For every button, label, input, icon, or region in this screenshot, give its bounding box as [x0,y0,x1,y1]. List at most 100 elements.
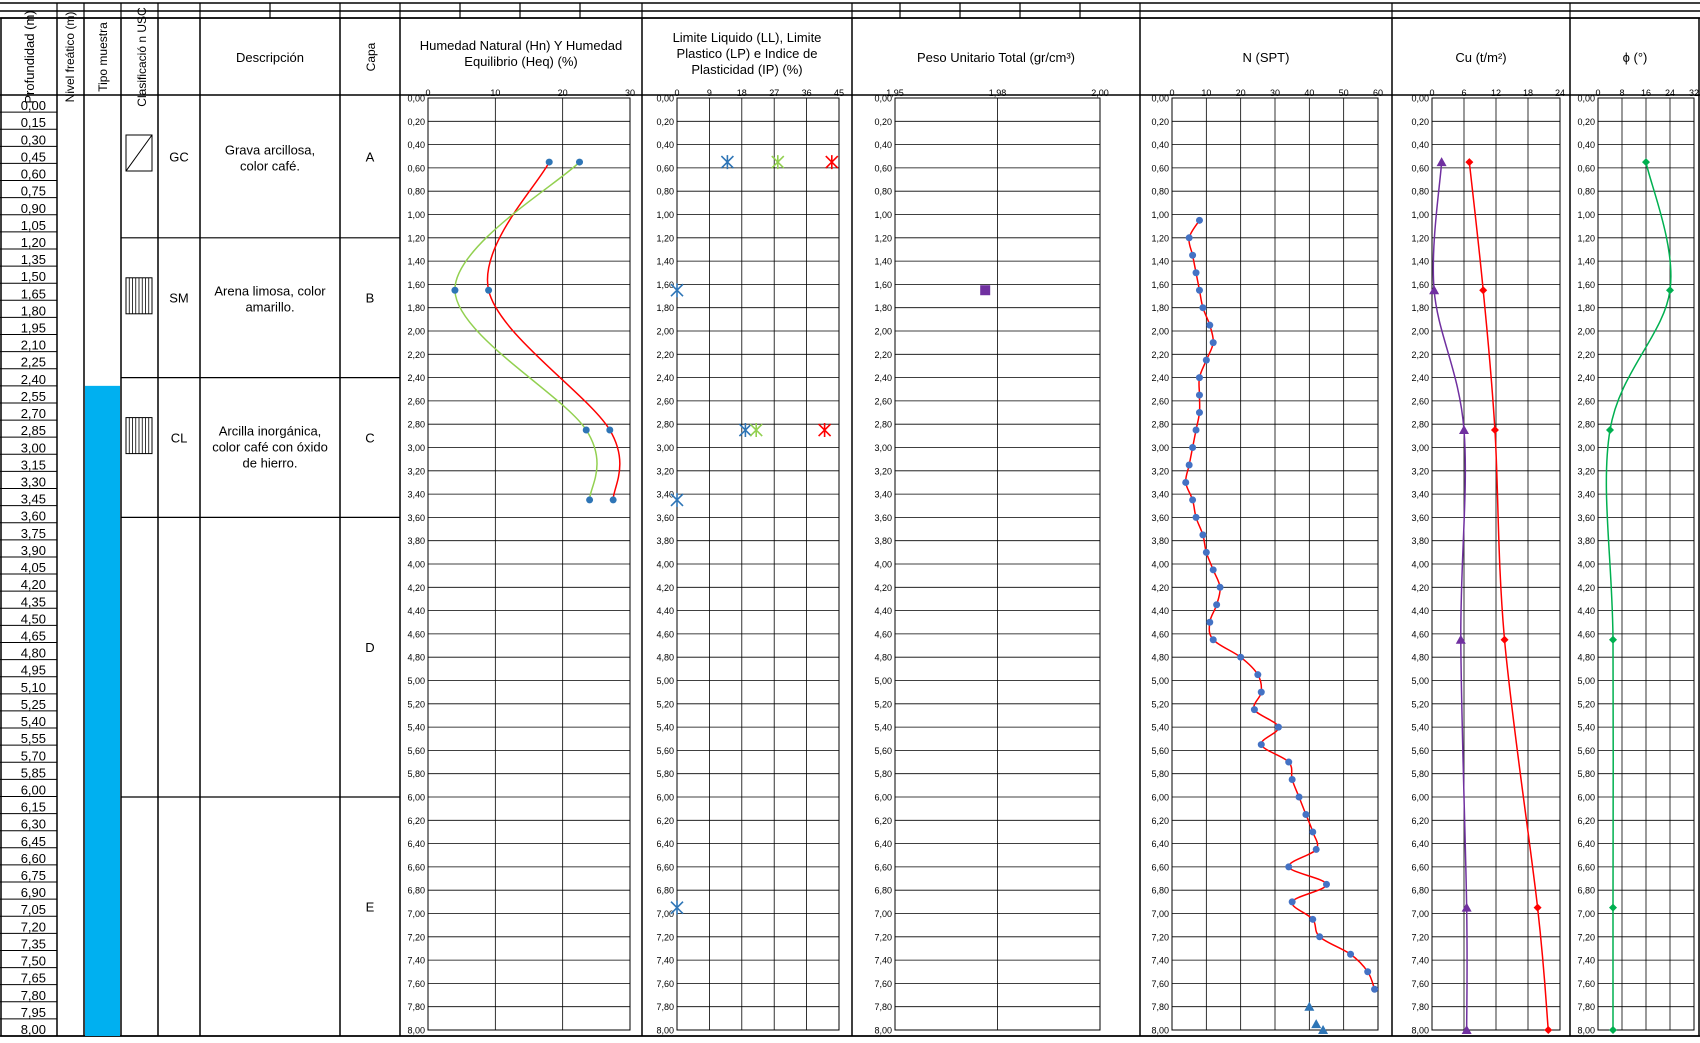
depth-label: 1,20 [21,235,46,250]
y-tick-label: 2,60 [1577,396,1595,406]
data-point [1192,513,1200,521]
y-tick-label: 4,00 [1577,560,1595,570]
y-tick-label: 0,60 [874,163,892,173]
depth-label: 5,25 [21,697,46,712]
y-tick-label: 5,60 [407,746,425,756]
y-tick-label: 5,60 [656,746,674,756]
header-row: Profundidad (m) Nivel freático (m) Tipo … [22,7,1647,107]
x-tick-label: 45 [834,88,844,98]
depth-label: 1,95 [21,321,46,336]
depth-label: 4,80 [21,646,46,661]
x-tick-label: 20 [1236,88,1246,98]
layer-letter: C [365,431,374,446]
data-point [1479,286,1488,295]
y-tick-label: 5,40 [1411,723,1429,733]
y-tick-label: 3,20 [1411,466,1429,476]
y-tick-label: 0,80 [1151,187,1169,197]
depth-label: 2,40 [21,372,46,387]
x-tick-label: 0 [1595,88,1600,98]
y-tick-label: 7,80 [656,1002,674,1012]
header-description: Descripción [236,50,304,65]
y-tick-label: 1,60 [1151,280,1169,290]
y-tick-label: 1,80 [407,303,425,313]
depth-label: 5,85 [21,765,46,780]
depth-label: 8,00 [21,1022,46,1037]
data-point [1195,374,1203,382]
y-tick-label: 1,40 [1577,257,1595,267]
y-tick-label: 2,60 [1151,396,1169,406]
y-tick-label: 3,20 [407,466,425,476]
chart-cu: 0,00 0,20 0,40 0,60 0,80 1,00 1,20 1,40 1,60 1,80… [1411,88,1565,1036]
y-tick-label: 6,40 [874,839,892,849]
y-tick-label: 4,00 [1411,560,1429,570]
depth-label: 7,95 [21,1005,46,1020]
header-line: Plastico (LP) e Indice de [677,46,818,61]
series [749,155,785,438]
y-tick-label: 0,80 [1577,187,1595,197]
y-tick-label: 0,40 [874,140,892,150]
y-tick-label: 2,60 [656,396,674,406]
data-point [1461,902,1472,912]
y-tick-label: 4,80 [1151,653,1169,663]
y-tick-label: 2,80 [1151,420,1169,430]
y-tick-label: 5,40 [1577,723,1595,733]
depth-label: 2,25 [21,355,46,370]
y-tick-label: 0,40 [407,140,425,150]
data-point [1285,863,1293,871]
y-tick-label: 5,40 [407,723,425,733]
x-tick-label: 9 [707,88,712,98]
y-tick-label: 7,80 [1577,1002,1595,1012]
depth-label: 0,30 [21,132,46,147]
depth-label: 7,05 [21,902,46,917]
layer-letter: A [366,149,375,164]
y-tick-label: 4,80 [1411,653,1429,663]
series [818,155,839,438]
y-tick-label: 0,80 [656,187,674,197]
depth-label: 7,65 [21,971,46,986]
y-tick-label: 2,20 [874,350,892,360]
y-tick-label: 2,40 [1151,373,1169,383]
layer-row: GC Grava arcillosa, color café. A [121,134,400,239]
data-point [980,285,991,296]
y-tick-label: 8,00 [1411,1026,1429,1036]
y-tick-label: 0,80 [407,187,425,197]
y-tick-label: 3,20 [1577,466,1595,476]
y-tick-label: 1,40 [1411,257,1429,267]
y-tick-label: 3,60 [1411,513,1429,523]
y-tick-label: 0,80 [874,187,892,197]
x-tick-label: 12 [1491,88,1501,98]
data-point [1347,950,1355,958]
y-tick-label: 2,20 [1411,350,1429,360]
series [1182,216,1379,993]
usc-code: CL [171,431,188,446]
y-tick-label: 4,40 [407,606,425,616]
y-tick-label: 3,00 [1411,443,1429,453]
y-tick-label: 0,60 [1151,163,1169,173]
y-tick-label: 6,40 [1577,839,1595,849]
depth-label: 7,35 [21,936,46,951]
y-tick-label: 0,20 [1411,117,1429,127]
usc-code: SM [169,291,189,306]
layer-row: D [121,640,400,798]
y-tick-label: 5,00 [407,676,425,686]
data-point [1199,531,1207,539]
y-tick-label: 7,80 [1411,1002,1429,1012]
y-tick-label: 0,00 [1577,94,1595,104]
y-tick-label: 1,00 [1151,210,1169,220]
depth-label: 2,10 [21,338,46,353]
y-tick-label: 0,20 [656,117,674,127]
series [451,158,598,504]
y-tick-label: 0,60 [1577,163,1595,173]
data-point [1209,566,1217,574]
y-tick-label: 1,80 [1151,303,1169,313]
x-tick-label: 8 [1619,88,1624,98]
y-tick-label: 4,60 [1577,629,1595,639]
data-point [1189,496,1197,504]
depth-label: 5,40 [21,714,46,729]
layer-description: Arena limosa, color amarillo. [214,284,326,315]
data-point [1312,845,1320,853]
y-tick-label: 6,80 [407,886,425,896]
data-point [1192,426,1200,434]
layer-description: Arcilla inorgánica, color café con óxido d… [212,424,328,471]
layer-letter: D [365,640,374,655]
